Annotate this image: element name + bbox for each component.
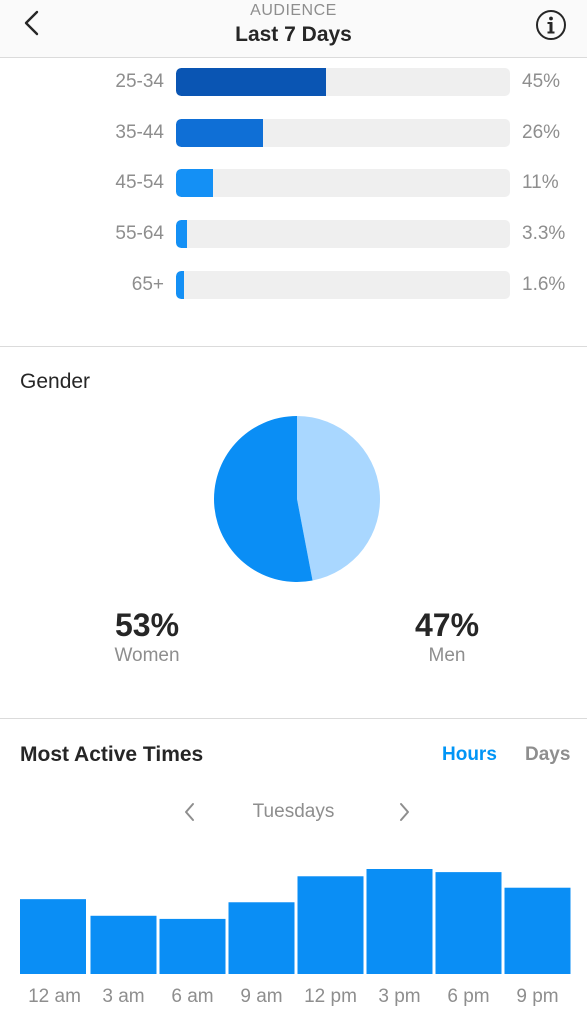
hour-tick-label: 9 pm: [516, 986, 558, 1007]
hour-bar: [20, 899, 86, 974]
page-title: Last 7 Days: [235, 23, 352, 46]
day-selector: Tuesdays: [0, 798, 587, 826]
active-times-bar-chart: 12 am 3 am 6 am 9 am 12 pm 3 pm 6 pm 9 pm: [20, 869, 571, 1007]
age-row: 35-44 26%: [0, 119, 587, 147]
hour-tick-label: 12 am: [28, 986, 81, 1007]
hour-bar: [504, 887, 571, 974]
tab-hours[interactable]: Hours: [442, 744, 497, 765]
age-bar-track: [176, 119, 510, 147]
age-bar-track: [176, 169, 510, 197]
hour-bar: [159, 918, 226, 974]
pie-slice-women: [213, 416, 313, 582]
header: AUDIENCE Last 7 Days: [0, 0, 587, 58]
men-label: Men: [428, 645, 466, 666]
tab-days[interactable]: Days: [525, 744, 571, 765]
women-label: Women: [114, 645, 180, 666]
chevron-left-icon: [24, 10, 39, 36]
section-divider: [0, 718, 587, 719]
age-bar-fill: [176, 169, 213, 197]
age-row: 45-54 11%: [0, 169, 587, 197]
age-range-label: 45-54: [115, 172, 164, 193]
back-button[interactable]: [14, 6, 50, 42]
age-bar-track: [176, 68, 510, 96]
age-row: 55-64 3.3%: [0, 220, 587, 248]
hour-bar: [435, 872, 502, 974]
age-bar-fill: [176, 220, 188, 248]
age-bar-fill: [176, 68, 327, 96]
age-range-label: 65+: [131, 274, 164, 295]
header-title-block: AUDIENCE Last 7 Days: [0, 2, 587, 50]
hour-bar: [366, 869, 433, 974]
age-range-label: 55-64: [115, 223, 164, 244]
pie-slice-men: [297, 416, 380, 581]
hour-tick-label: 6 am: [171, 986, 213, 1007]
hour-tick-label: 3 am: [102, 986, 144, 1007]
age-range-percent: 11%: [522, 172, 559, 193]
age-range-percent: 26%: [522, 122, 561, 143]
hour-tick-label: 3 pm: [378, 986, 420, 1007]
age-bar-track: [176, 271, 510, 299]
hour-bar: [297, 876, 364, 974]
hour-tick-label: 6 pm: [447, 986, 489, 1007]
age-bar-track: [176, 220, 510, 248]
active-times-title: Most Active Times: [20, 743, 204, 766]
age-range-label: 25-34: [115, 71, 164, 92]
chevron-right-icon: [400, 803, 409, 821]
age-range-percent: 45%: [522, 71, 561, 92]
age-row: 65+ 1.6%: [0, 271, 587, 299]
section-divider: [0, 346, 587, 347]
gender-pie-chart: [213, 416, 380, 582]
men-stat: 47% Men: [357, 606, 537, 668]
chevron-left-icon: [185, 803, 194, 821]
hour-bar: [90, 915, 157, 974]
age-bar-fill: [176, 271, 184, 299]
age-range-percent: 3.3%: [522, 223, 566, 244]
hour-tick-label: 9 am: [240, 986, 282, 1007]
info-button[interactable]: [533, 7, 569, 43]
men-percent: 47%: [414, 607, 480, 643]
women-percent: 53%: [114, 607, 180, 643]
women-stat: 53% Women: [57, 606, 237, 668]
info-icon: [536, 10, 566, 40]
selected-day-label: Tuesdays: [252, 801, 335, 822]
hour-bar: [228, 902, 295, 974]
age-range-percent: 1.6%: [522, 274, 566, 295]
previous-day-button[interactable]: [176, 798, 204, 826]
hour-tick-label: 12 pm: [304, 986, 357, 1007]
header-subtitle: AUDIENCE: [250, 2, 337, 19]
age-row: 25-34 45%: [0, 68, 587, 96]
next-day-button[interactable]: [390, 798, 418, 826]
age-range-label: 35-44: [115, 122, 164, 143]
gender-title: Gender: [20, 370, 91, 393]
age-bar-fill: [176, 119, 263, 147]
